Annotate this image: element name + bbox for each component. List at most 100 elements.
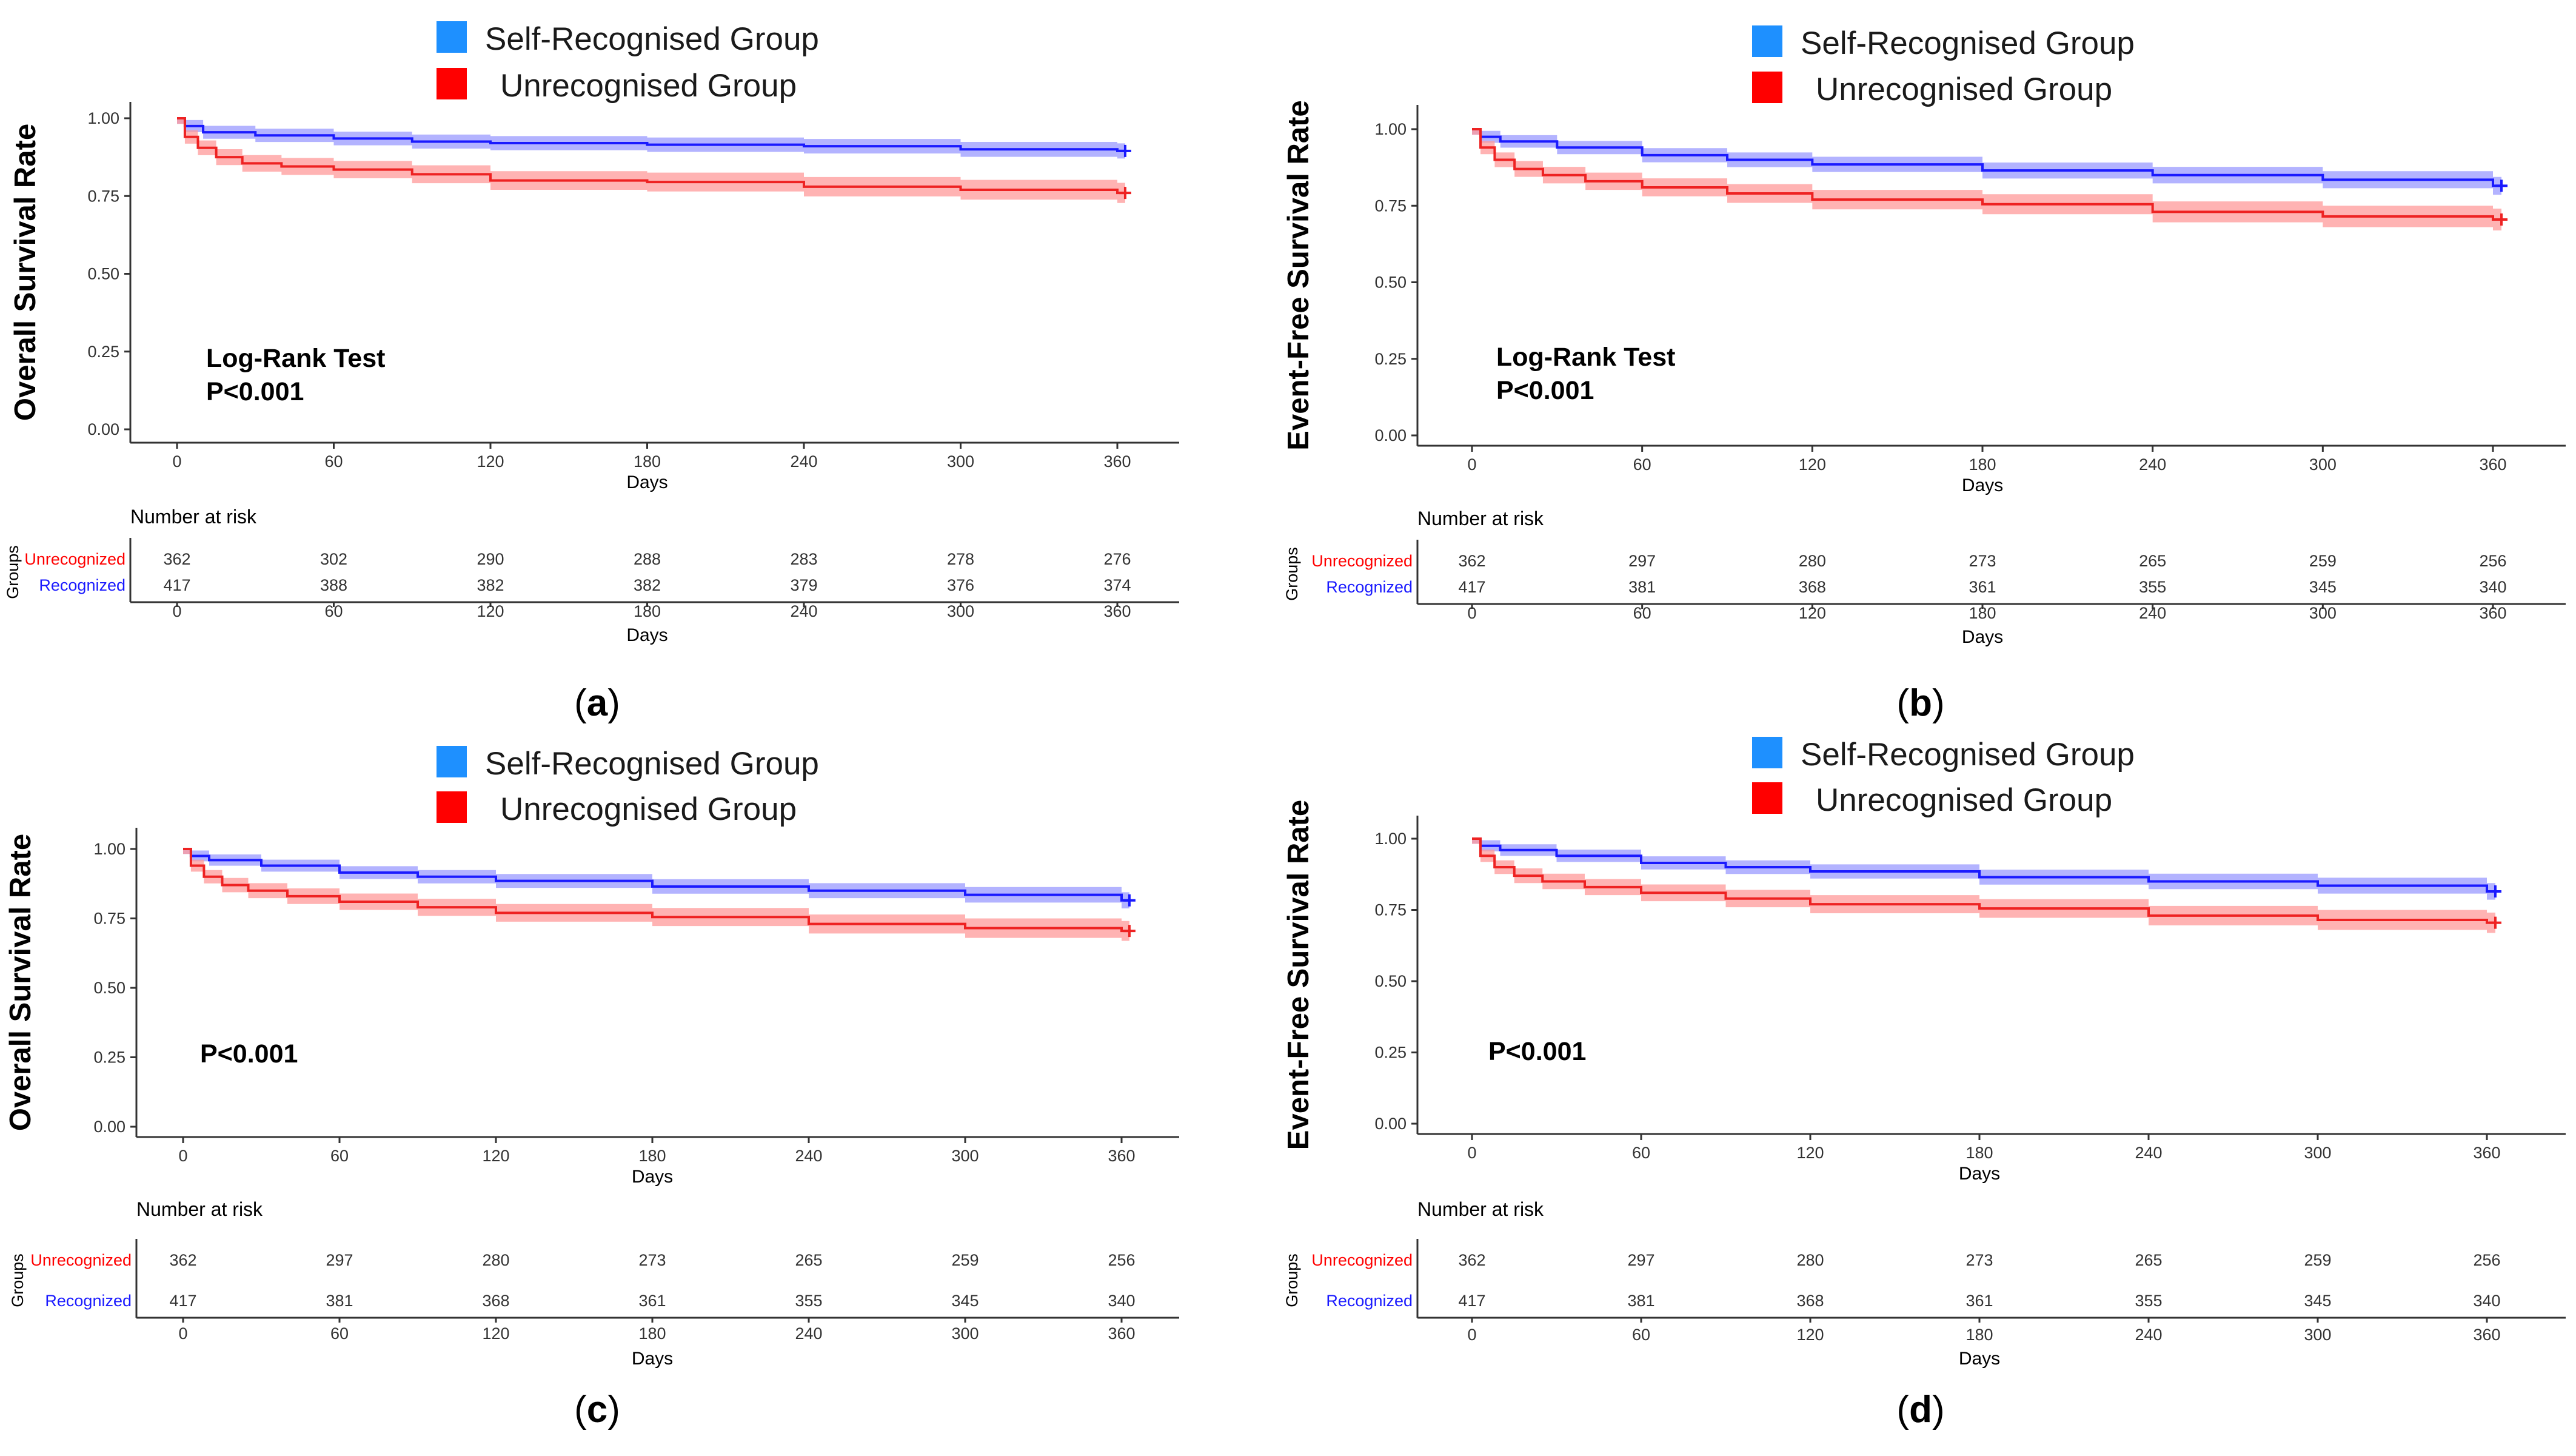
risk-table-axis-title: Groups [1283,547,1301,601]
y-axis-title: Overall Survival Rate [9,124,42,421]
risk-table-title: Number at risk [1417,1198,1544,1220]
risk-x-tick-label: 240 [2139,604,2166,622]
y-tick-label: 0.00 [1374,1115,1407,1133]
confidence-band-unrecognised [183,849,1129,941]
panel-label-letter: d [1909,1389,1932,1431]
x-tick-label: 360 [2479,455,2506,474]
risk-count: 259 [951,1251,979,1269]
risk-table-x-title: Days [1962,627,2003,647]
legend: Self-Recognised Group Unrecognised Group [1752,25,2135,107]
risk-count: 376 [947,576,974,594]
risk-table-x-title: Days [626,625,667,645]
risk-count: 374 [1103,576,1131,594]
risk-x-tick-label: 180 [634,602,661,620]
confidence-band-unrecognised [1472,129,2502,231]
panel-b: Self-Recognised Group Unrecognised Group E… [1282,25,2566,724]
risk-table-title: Number at risk [1417,508,1544,529]
panel-label-letter: b [1909,682,1932,724]
risk-x-tick-label: 300 [2304,1326,2331,1344]
legend: Self-Recognised Group Unrecognised Group [1752,737,2135,818]
risk-count: 381 [1627,1292,1654,1310]
x-tick-label: 0 [1467,455,1476,474]
censor-mark-unrecognised [1119,187,1131,200]
risk-x-tick-label: 240 [2135,1326,2162,1344]
risk-x-tick-label: 60 [330,1324,349,1343]
risk-x-tick-label: 60 [1633,604,1651,622]
risk-count: 345 [2309,578,2337,596]
risk-x-tick-label: 360 [2479,604,2506,622]
risk-count: 382 [634,576,661,594]
risk-count: 280 [1799,552,1826,570]
y-tick-label: 0.00 [93,1118,125,1136]
panel-label-close-paren: ) [1932,682,1945,724]
y-tick-label: 0.50 [87,265,119,283]
legend-swatch-unrecognised [437,791,467,823]
risk-table-title: Number at risk [130,506,257,528]
risk-count: 273 [638,1251,666,1269]
stat-annotation: P<0.001 [206,377,304,406]
censor-mark-unrecognised [2489,916,2501,929]
y-tick-label: 0.75 [1374,901,1407,919]
panel-label: (a) [574,682,620,724]
risk-x-tick-label: 0 [1467,604,1476,622]
panel-label-close-paren: ) [1932,1389,1945,1431]
risk-row-label-unrecognized: Unrecognized [30,1251,132,1269]
y-tick-label: 0.00 [1374,426,1407,445]
km-curve-unrecognised [1472,128,2502,221]
legend-label-self-recognised: Self-Recognised Group [485,21,819,57]
risk-x-tick-label: 300 [2309,604,2337,622]
panel-label-letter: a [587,682,608,724]
risk-count: 340 [2479,578,2506,596]
risk-count: 345 [2304,1292,2331,1310]
risk-count: 345 [951,1292,979,1310]
risk-row-label-unrecognized: Unrecognized [1311,552,1413,570]
x-tick-label: 0 [178,1147,187,1165]
confidence-band-unrecognised [1472,839,2495,933]
x-tick-label: 60 [324,452,343,471]
km-curve-self-recognised [1472,128,2502,187]
risk-count: 278 [947,550,974,568]
risk-x-tick-label: 0 [1467,1326,1476,1344]
risk-count: 368 [1799,578,1826,596]
x-tick-label: 120 [1796,1144,1824,1162]
risk-count: 340 [1108,1292,1135,1310]
risk-row-label-recognized: Recognized [45,1292,132,1310]
x-tick-label: 360 [1108,1147,1135,1165]
confidence-band-unrecognised [177,118,1125,203]
risk-count: 361 [638,1292,666,1310]
risk-x-tick-label: 120 [482,1324,509,1343]
risk-x-tick-label: 300 [951,1324,979,1343]
panel-label-close-paren: ) [607,682,620,724]
panel-label-letter: c [587,1389,607,1431]
risk-x-tick-label: 180 [1969,604,1996,622]
censor-mark-unrecognised [1123,925,1136,938]
risk-count: 362 [1458,552,1485,570]
risk-count: 417 [1458,1292,1485,1310]
panel-label-open-paren: ( [1896,1389,1909,1431]
risk-x-tick-label: 180 [638,1324,666,1343]
risk-count: 265 [2135,1251,2162,1269]
censor-mark-unrecognised [2495,213,2508,226]
y-tick-label: 0.25 [93,1048,125,1067]
risk-count: 355 [2135,1292,2162,1310]
stat-annotation: P<0.001 [200,1039,298,1069]
risk-x-tick-label: 60 [1632,1326,1650,1344]
risk-count: 381 [1628,578,1656,596]
risk-row-label-unrecognized: Unrecognized [24,550,125,568]
stat-annotation: Log-Rank Test [1496,343,1675,372]
legend-label-self-recognised: Self-Recognised Group [1801,737,2135,773]
risk-x-tick-label: 300 [947,602,974,620]
panel-label-open-paren: ( [574,682,587,724]
risk-x-tick-label: 0 [172,602,181,620]
risk-count: 417 [169,1292,196,1310]
x-axis-title: Days [1962,475,2003,495]
y-tick-label: 1.00 [93,840,125,858]
x-tick-label: 60 [1632,1144,1650,1162]
confidence-band-self-recognised [1472,129,2502,195]
risk-row-label-recognized: Recognized [39,576,125,594]
risk-x-tick-label: 360 [1103,602,1131,620]
km-curve-unrecognised [183,848,1129,933]
risk-count: 276 [1103,550,1131,568]
risk-count: 368 [1796,1292,1824,1310]
